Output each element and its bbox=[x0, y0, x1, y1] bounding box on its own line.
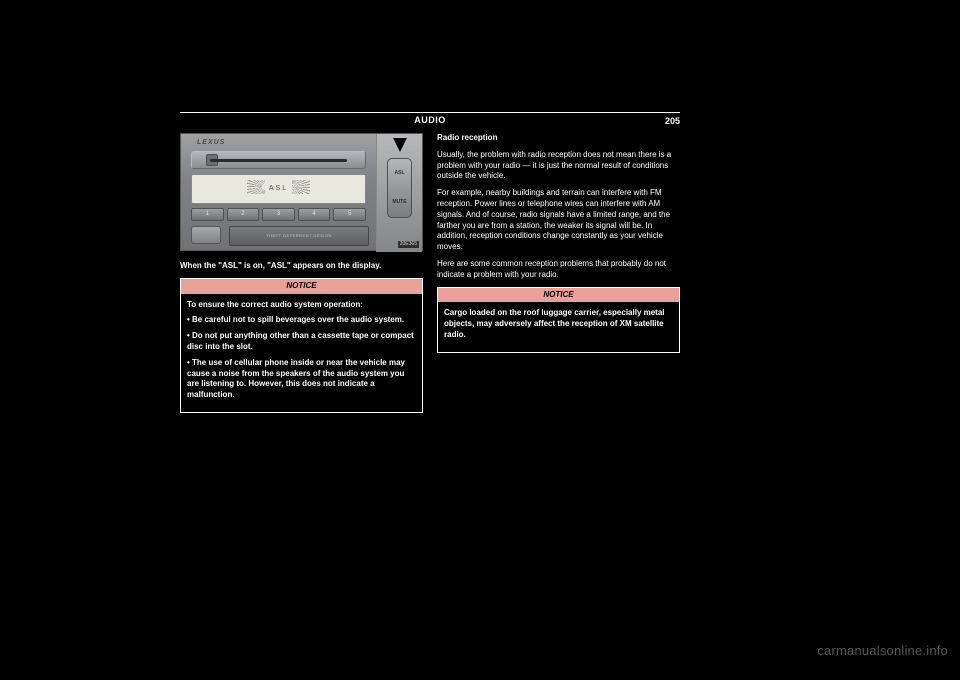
left-p1: When the "ASL" is on, "ASL" appears on t… bbox=[180, 261, 423, 272]
notice-title: NOTICE bbox=[181, 279, 422, 294]
right-column: Radio reception Usually, the problem wit… bbox=[437, 133, 680, 413]
display-text: ASL bbox=[269, 184, 288, 193]
cd-slot bbox=[191, 151, 366, 169]
lower-left-button bbox=[191, 226, 221, 244]
theft-label: THEFT DETERRENT DESIGN bbox=[266, 233, 332, 238]
right-p3: Here are some common reception problems … bbox=[437, 259, 680, 281]
watermark: carmanualsonline.info bbox=[817, 643, 948, 658]
preset-2: 2 bbox=[227, 208, 260, 221]
preset-5: 5 bbox=[333, 208, 366, 221]
left-n3: • Do not put anything other than a casse… bbox=[187, 331, 416, 353]
eject-button-icon bbox=[206, 154, 218, 166]
right-heading: Radio reception bbox=[437, 133, 680, 144]
radio-display: ASL bbox=[191, 174, 366, 204]
pointer-arrow-icon bbox=[393, 138, 407, 152]
left-n1: To ensure the correct audio system opera… bbox=[187, 300, 416, 311]
content-columns: LEXUS ASL 1 2 3 4 5 bbox=[180, 133, 680, 413]
preset-4: 4 bbox=[298, 208, 331, 221]
preset-1: 1 bbox=[191, 208, 224, 221]
radio-side-panel: ASL MUTE bbox=[376, 134, 422, 252]
image-code: 20E365 bbox=[398, 241, 419, 248]
notice-title: NOTICE bbox=[438, 288, 679, 303]
radio-illustration: LEXUS ASL 1 2 3 4 5 bbox=[180, 133, 423, 251]
page-number: 205 bbox=[665, 116, 680, 126]
preset-3: 3 bbox=[262, 208, 295, 221]
asl-label: ASL bbox=[395, 171, 405, 176]
left-n4: • The use of cellular phone inside or ne… bbox=[187, 358, 416, 401]
mute-label: MUTE bbox=[392, 200, 406, 205]
left-notice: NOTICE To ensure the correct audio syste… bbox=[180, 278, 423, 413]
right-notice: NOTICE Cargo loaded on the roof luggage … bbox=[437, 287, 680, 353]
right-p1: Usually, the problem with radio receptio… bbox=[437, 150, 680, 182]
brand-logo: LEXUS bbox=[197, 138, 225, 147]
header-rule bbox=[180, 112, 680, 113]
theft-panel: THEFT DETERRENT DESIGN bbox=[229, 226, 369, 246]
header-title: AUDIO bbox=[180, 115, 680, 125]
right-p2: For example, nearby buildings and terrai… bbox=[437, 188, 680, 253]
left-column: LEXUS ASL 1 2 3 4 5 bbox=[180, 133, 423, 413]
radio-face: LEXUS ASL 1 2 3 4 5 bbox=[181, 134, 376, 252]
manual-page: AUDIO 205 LEXUS ASL 1 2 3 4 bbox=[180, 112, 680, 413]
left-n2: • Be careful not to spill beverages over… bbox=[187, 315, 416, 326]
preset-row: 1 2 3 4 5 bbox=[191, 208, 366, 221]
asl-mute-button: ASL MUTE bbox=[387, 158, 412, 218]
right-n1: Cargo loaded on the roof luggage carrier… bbox=[444, 308, 673, 340]
